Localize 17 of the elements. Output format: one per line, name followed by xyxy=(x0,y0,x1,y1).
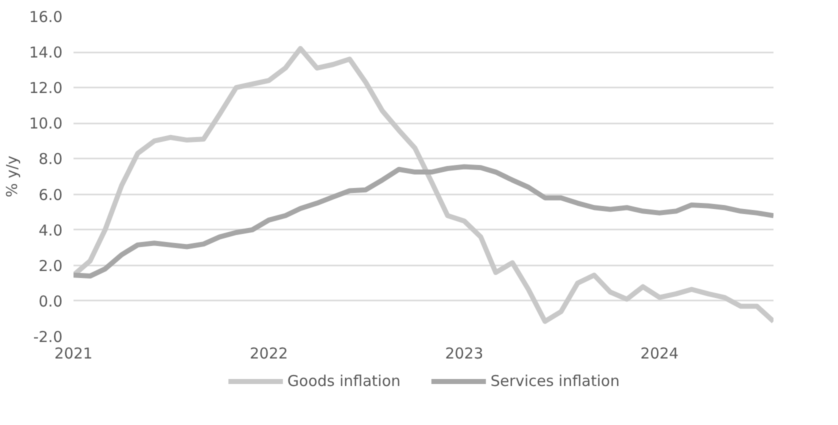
y-tick-label: 8.0 xyxy=(38,150,63,168)
y-tick-label: -2.0 xyxy=(33,328,63,346)
x-tick-label: 2022 xyxy=(250,344,288,362)
y-tick-label: 4.0 xyxy=(38,221,63,240)
y-tick-label: 6.0 xyxy=(38,186,63,204)
legend-label: Goods inflation xyxy=(287,372,401,390)
y-tick-label: 2.0 xyxy=(38,256,63,275)
y-tick-label: 12.0 xyxy=(29,79,63,98)
legend-label: Services inflation xyxy=(490,372,620,390)
y-axis-title: % y/y xyxy=(3,155,22,198)
y-tick-label: 14.0 xyxy=(29,44,63,62)
y-tick-label: 0.0 xyxy=(38,292,63,310)
x-tick-label: 2024 xyxy=(640,344,679,362)
y-tick-label: 10.0 xyxy=(29,114,63,133)
x-tick-label: 2023 xyxy=(445,344,484,362)
x-tick-label: 2021 xyxy=(54,344,93,362)
y-tick-label: 16.0 xyxy=(29,8,63,26)
